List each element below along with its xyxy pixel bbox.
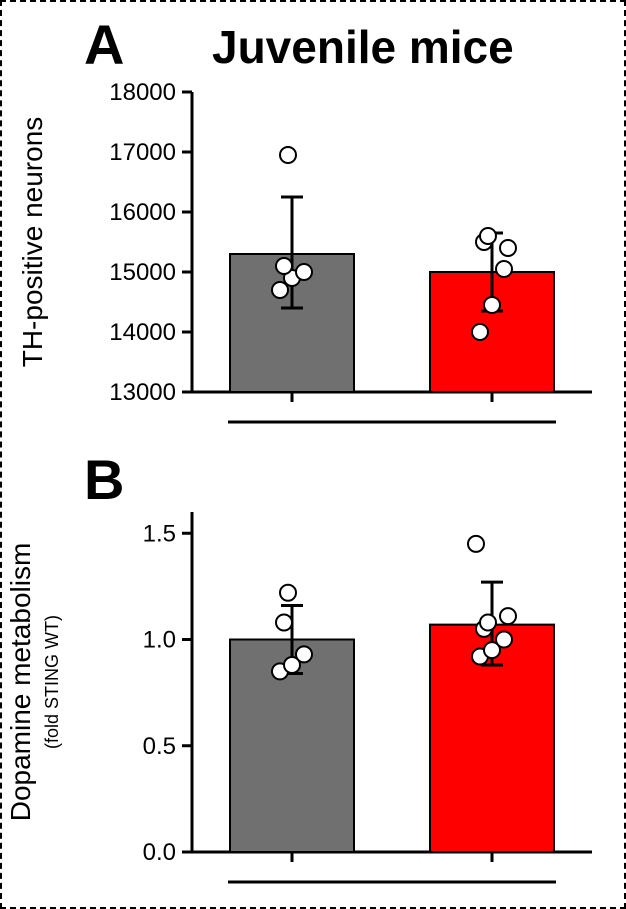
svg-text:18000: 18000 <box>109 79 176 106</box>
chart-b: 0.0 0.5 1.0 1.5 Dopamine metabolism (fold STI… <box>2 502 626 902</box>
svg-text:14000: 14000 <box>109 319 176 346</box>
svg-text:0.5: 0.5 <box>143 733 176 760</box>
svg-text:(fold STING WT): (fold STING WT) <box>42 615 62 749</box>
svg-text:1.5: 1.5 <box>143 520 176 547</box>
svg-text:1.0: 1.0 <box>143 627 176 654</box>
svg-text:16000: 16000 <box>109 199 176 226</box>
svg-text:0.0: 0.0 <box>143 839 176 866</box>
svg-text:15000: 15000 <box>109 259 176 286</box>
svg-text:Dopamine metabolism: Dopamine metabolism <box>5 543 36 822</box>
panel-label-a: A <box>84 12 124 77</box>
figure-title-text: Juvenile mice <box>212 21 514 73</box>
svg-text:13000: 13000 <box>109 379 176 406</box>
panel-label-a-text: A <box>84 13 124 76</box>
figure-container: A Juvenile mice 13000 14000 15000 16000 1700… <box>0 0 626 909</box>
svg-text:17000: 17000 <box>109 139 176 166</box>
svg-text:TH-positive neurons: TH-positive neurons <box>17 117 48 368</box>
figure-title: Juvenile mice <box>212 20 514 74</box>
chart-a: 13000 14000 15000 16000 17000 18000 TH-positiv… <box>2 72 626 452</box>
